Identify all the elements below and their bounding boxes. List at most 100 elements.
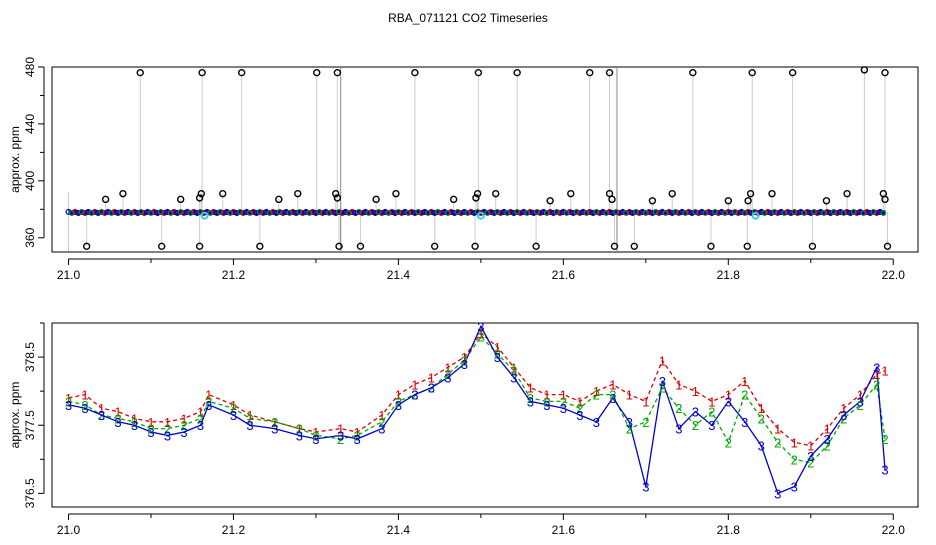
series-point-label-2: 2 (626, 422, 633, 437)
series-point-label-1: 1 (659, 353, 666, 368)
baseline-point (659, 208, 666, 215)
outlier-point (748, 68, 756, 77)
baseline-point (227, 210, 234, 217)
x-tick-label-top: 22.0 (882, 268, 906, 282)
y-tick-label-bottom: 378.5 (23, 342, 37, 372)
baseline-point (296, 208, 303, 215)
outlier-point (707, 242, 715, 251)
baseline-point (834, 210, 841, 217)
outlier-point (513, 68, 521, 77)
series-point-label-2: 2 (857, 398, 864, 413)
baseline-point (213, 210, 220, 217)
series-point-label-2: 2 (873, 377, 880, 392)
baseline-point (811, 208, 818, 215)
baseline-point (619, 208, 626, 215)
baseline-point (636, 210, 643, 217)
series-point-label-2: 2 (65, 394, 72, 409)
series-point-label-1: 1 (593, 384, 600, 399)
baseline-point (649, 210, 656, 217)
baseline-point (283, 208, 290, 215)
series-point-label-3: 3 (271, 422, 278, 437)
baseline-point (309, 208, 316, 215)
baseline-point (514, 208, 521, 215)
baseline-point (237, 208, 244, 215)
series-point-label-3: 3 (609, 391, 616, 406)
baseline-point (458, 210, 465, 217)
baseline-point (392, 210, 399, 217)
baseline-point (603, 210, 610, 217)
baseline-point (444, 210, 451, 217)
baseline-point (415, 208, 422, 215)
baseline-point (844, 208, 851, 215)
outlier-point (157, 242, 166, 251)
baseline-point (817, 208, 824, 215)
baseline-point (504, 210, 511, 217)
series-point-label-3: 3 (164, 428, 171, 443)
baseline-point (197, 208, 204, 215)
baseline-point (339, 210, 346, 217)
baseline-point (768, 210, 775, 217)
outlier-point (881, 68, 889, 77)
series-point-label-2: 2 (296, 422, 303, 437)
x-tick-label-bottom: 21.0 (57, 523, 81, 537)
baseline-point (573, 208, 580, 215)
baseline-point (517, 210, 524, 217)
baseline-point (375, 208, 382, 215)
series-point-label-1: 1 (791, 435, 798, 450)
y-tick-label-bottom: 377.5 (23, 410, 37, 440)
outlier-point (195, 194, 204, 202)
outlier-point (237, 68, 246, 77)
series-point-label-1: 1 (378, 408, 385, 423)
series-point-label-1: 1 (411, 377, 418, 392)
series-point-label-2: 2 (461, 353, 468, 368)
series-point-label-2: 2 (354, 428, 361, 443)
baseline-point (880, 210, 887, 217)
baseline-point (491, 210, 498, 217)
x-tick-label-bottom: 21.2 (222, 523, 246, 537)
x-tick-label-bottom: 22.0 (882, 523, 906, 537)
baseline-point (702, 210, 709, 217)
baseline-point (345, 210, 352, 217)
series-point-label-1: 1 (873, 367, 880, 382)
baseline-point (451, 210, 458, 217)
y-tick-label-top: 480 (23, 57, 37, 77)
baseline-point (448, 208, 455, 215)
series-point-label-1: 1 (527, 381, 534, 396)
outlier-point (648, 197, 657, 205)
outlier-point (532, 242, 540, 251)
outlier-point (608, 195, 616, 204)
baseline-point (332, 210, 339, 217)
series-point-label-1: 1 (354, 425, 361, 440)
baseline-point (764, 208, 771, 215)
baseline-point (863, 208, 870, 215)
baseline-point (797, 208, 804, 215)
baseline-point (68, 210, 75, 217)
baseline-point (553, 208, 560, 215)
series-point-label-3: 3 (692, 405, 699, 420)
panel-top: 21.0 21.2 21.4 21.6 21.8 22.0 360 400 440 480 app… (8, 57, 919, 282)
series-point-label-2: 2 (725, 435, 732, 450)
series-point-label-1: 1 (147, 415, 154, 430)
baseline-point (405, 210, 412, 217)
baseline-point (240, 210, 247, 217)
baseline-point (623, 210, 630, 217)
baseline-point (675, 210, 682, 217)
baseline-point (847, 210, 854, 217)
baseline-point (461, 208, 468, 215)
baseline-point (527, 208, 534, 215)
series-point-label-2: 2 (576, 401, 583, 416)
x-tick-label-top: 21.4 (387, 268, 411, 282)
baseline-point (758, 208, 765, 215)
baseline-point (303, 208, 310, 215)
baseline-point (642, 210, 649, 217)
baseline-point (583, 210, 590, 217)
series-point-label-2: 2 (444, 367, 451, 382)
baseline-point (266, 210, 273, 217)
series-point-label-1: 1 (494, 340, 501, 355)
outlier-point (313, 68, 321, 77)
outlier-point (881, 195, 889, 204)
baseline-point (233, 210, 240, 217)
baseline-point (454, 208, 461, 215)
x-tick-label-top: 21.0 (57, 268, 81, 282)
outlier-point (474, 68, 483, 77)
